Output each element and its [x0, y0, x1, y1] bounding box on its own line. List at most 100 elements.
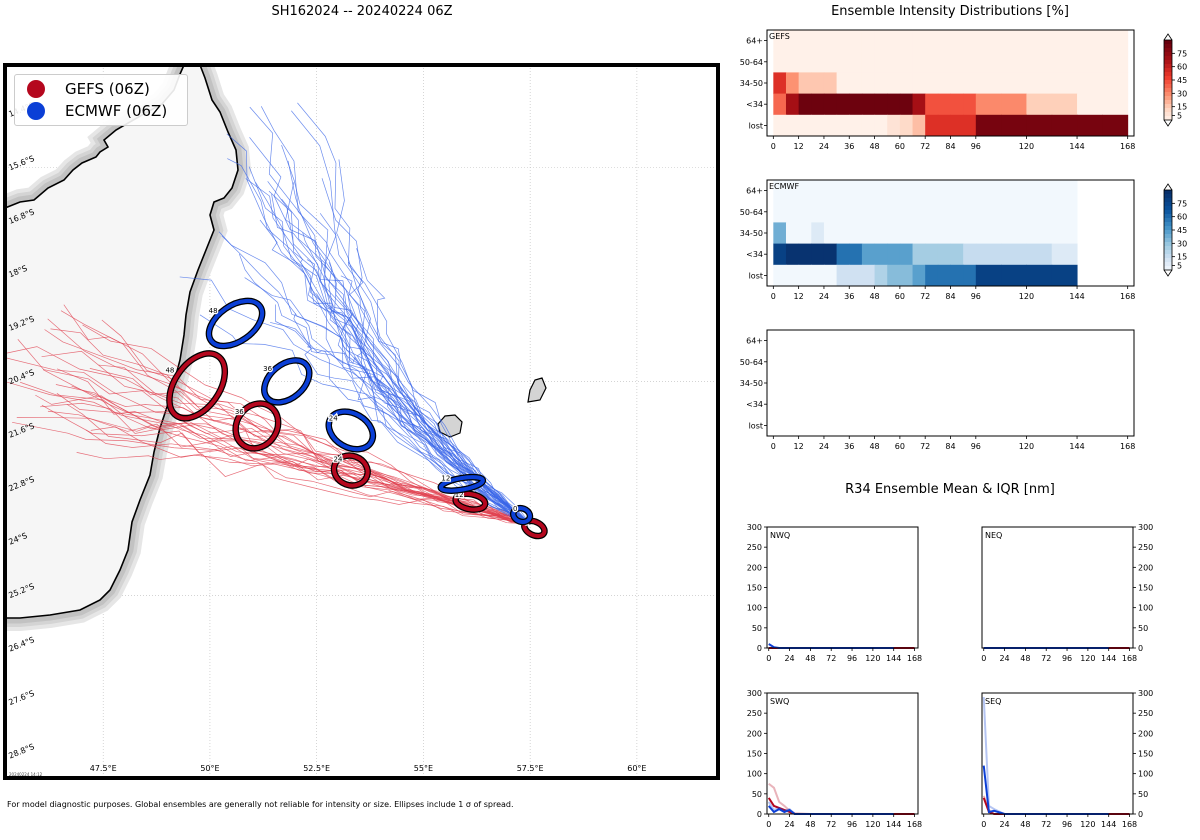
- heat-cell: [874, 30, 888, 52]
- colorbar-cell: [1164, 250, 1172, 255]
- colorbar-tick-label: 15: [1177, 103, 1187, 112]
- heat-cell: [912, 180, 926, 202]
- heat-xtick-label: 36: [844, 442, 854, 451]
- heat-xtick-label: 96: [971, 442, 981, 451]
- heat-cell: [950, 93, 964, 116]
- colorbar-cell: [1164, 194, 1172, 199]
- colorbar-tick-label: 15: [1177, 253, 1187, 262]
- heat-cell: [1001, 72, 1027, 95]
- r34-xtick-label: 24: [784, 820, 794, 829]
- heat-cell: [836, 201, 850, 223]
- heat-row-label: 34-50: [740, 79, 763, 88]
- heat-cell: [963, 243, 977, 266]
- heat-cell: [1051, 114, 1078, 137]
- gefs-ellipse-label: 48: [165, 366, 174, 374]
- heat-cell: [836, 51, 850, 73]
- heat-xtick-label: 84: [945, 292, 955, 301]
- heat-cell: [849, 93, 863, 116]
- heat-xtick-label: 96: [971, 292, 981, 301]
- heat-cell: [950, 72, 964, 95]
- heat-cell: [785, 201, 800, 223]
- legend-item-ecmwf: ECMWF (06Z): [27, 101, 167, 121]
- heat-cell: [849, 72, 863, 95]
- heat-cell: [811, 180, 825, 202]
- r34-ytick-label: 150: [747, 750, 762, 759]
- colorbar-cell: [1164, 116, 1172, 121]
- colorbar-cell: [1164, 52, 1172, 57]
- madagascar-landmass: [5, 65, 252, 631]
- colorbar-tick-label: 60: [1177, 63, 1187, 72]
- r34-xtick-label: 120: [1080, 654, 1095, 663]
- heat-cell: [874, 201, 888, 223]
- heat-xtick-label: 84: [945, 442, 955, 451]
- heat-cell: [874, 51, 888, 73]
- heat-cell: [1001, 243, 1027, 266]
- heat-xtick-label: 96: [971, 142, 981, 151]
- heat-cell: [874, 93, 888, 116]
- r34-xtick-label: 72: [826, 820, 836, 829]
- heat-cell: [1001, 180, 1027, 202]
- colorbar-cell: [1164, 234, 1172, 239]
- heat-cell: [887, 72, 901, 95]
- r34-ytick-label: 50: [1138, 624, 1148, 633]
- r34-ytick-label: 100: [1138, 604, 1153, 613]
- colorbar-cell: [1164, 202, 1172, 207]
- heat-xtick-label: 0: [771, 142, 776, 151]
- heat-cell: [785, 93, 800, 116]
- heat-cell: [963, 30, 977, 52]
- heat-cell: [811, 114, 825, 137]
- r34-xtick-label: 168: [907, 820, 922, 829]
- heat-cell: [798, 51, 812, 73]
- heat-cell: [1077, 93, 1103, 116]
- heat-cell: [861, 114, 876, 137]
- heat-cell: [887, 264, 901, 287]
- heat-cell: [785, 51, 800, 73]
- heat-row-label: lost: [749, 121, 763, 130]
- heat-cell: [861, 93, 876, 116]
- heat-cell: [1026, 201, 1053, 223]
- heat-cell: [798, 243, 812, 266]
- heat-xtick-label: 120: [1019, 292, 1034, 301]
- heat-cell: [874, 243, 888, 266]
- heat-cell: [849, 201, 863, 223]
- r34-ytick-label: 100: [1138, 770, 1153, 779]
- heat-cell: [1001, 114, 1027, 137]
- heat-cell: [836, 114, 850, 137]
- heat-cell: [785, 180, 800, 202]
- heat-cell: [963, 180, 977, 202]
- r34-xtick-label: 24: [784, 654, 794, 663]
- heat-cell: [975, 222, 1002, 245]
- r34-ytick-label: 300: [1138, 689, 1153, 698]
- heat-cell: [1001, 30, 1027, 52]
- island-mauritius: [527, 377, 547, 403]
- ecmwf-ellipse-36: [262, 358, 312, 405]
- heat-cell: [1001, 264, 1027, 287]
- heat-xtick-label: 12: [794, 142, 804, 151]
- heat-cell: [937, 30, 951, 52]
- heat-cell: [861, 201, 876, 223]
- colorbar-cell: [1164, 104, 1172, 109]
- colorbar-cell: [1164, 210, 1172, 215]
- r34-ytick-label: 200: [1138, 729, 1153, 738]
- heat-row-label: 64+: [746, 37, 763, 46]
- heat-cell: [937, 72, 951, 95]
- r34-panel-label: SWQ: [770, 697, 789, 706]
- heat-cell: [798, 264, 812, 287]
- heat-cell: [785, 114, 800, 137]
- map-gridlines: [5, 65, 718, 778]
- heat-cell: [798, 180, 812, 202]
- ecmwf-ellipse-48: [207, 298, 265, 348]
- heat-cell: [899, 222, 914, 245]
- r34-xtick-label: 0: [981, 820, 986, 829]
- heat-xtick-label: 72: [920, 442, 930, 451]
- colorbar-tick-label: 75: [1177, 199, 1187, 208]
- colorbar-cell: [1164, 230, 1172, 235]
- heat-cell: [849, 30, 863, 52]
- heat-cell: [823, 30, 838, 52]
- heat-cell: [1001, 51, 1027, 73]
- lon-label: 52.5°E: [303, 764, 330, 773]
- heat-row-label: <34: [746, 250, 763, 259]
- heat-cell: [1026, 180, 1053, 202]
- heat-cell: [912, 93, 926, 116]
- legend-label-ecmwf: ECMWF (06Z): [65, 102, 168, 120]
